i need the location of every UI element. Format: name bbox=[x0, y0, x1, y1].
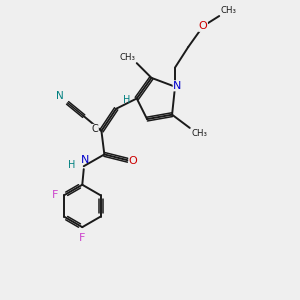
Text: CH₃: CH₃ bbox=[119, 53, 135, 62]
Text: CH₃: CH₃ bbox=[191, 129, 207, 138]
Text: O: O bbox=[129, 156, 138, 166]
Text: F: F bbox=[79, 233, 85, 243]
Text: H: H bbox=[123, 95, 130, 105]
Text: N: N bbox=[56, 91, 64, 100]
Text: F: F bbox=[52, 190, 58, 200]
Text: CH₃: CH₃ bbox=[221, 6, 237, 15]
Text: O: O bbox=[199, 21, 207, 31]
Text: H: H bbox=[68, 160, 76, 170]
Text: C: C bbox=[92, 124, 98, 134]
Text: N: N bbox=[173, 81, 182, 91]
Text: N: N bbox=[81, 155, 89, 165]
